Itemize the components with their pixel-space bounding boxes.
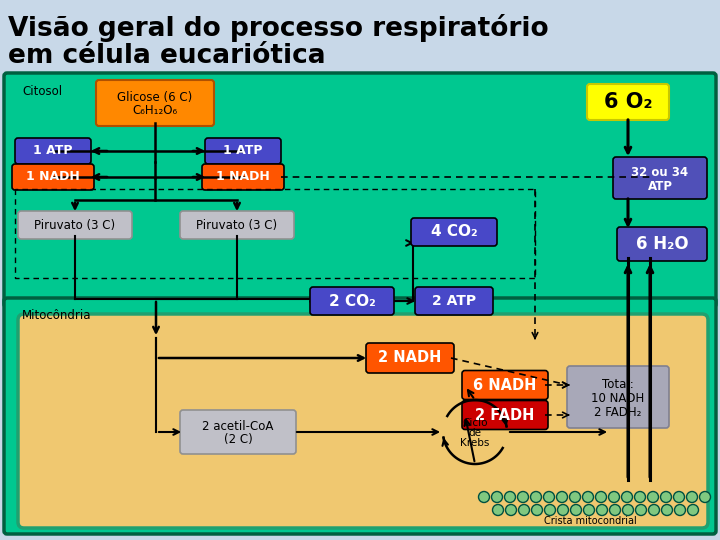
FancyBboxPatch shape: [587, 84, 669, 120]
Text: 1 NADH: 1 NADH: [216, 171, 270, 184]
Text: 2 FADH: 2 FADH: [475, 408, 535, 422]
Text: 2 NADH: 2 NADH: [378, 350, 441, 366]
FancyBboxPatch shape: [96, 80, 214, 126]
Circle shape: [660, 491, 672, 503]
Text: 6 O₂: 6 O₂: [604, 92, 652, 112]
FancyBboxPatch shape: [613, 157, 707, 199]
Circle shape: [518, 491, 528, 503]
Text: Piruvato (3 C): Piruvato (3 C): [35, 219, 116, 232]
Circle shape: [570, 504, 582, 516]
Text: Piruvato (3 C): Piruvato (3 C): [197, 219, 278, 232]
FancyBboxPatch shape: [415, 287, 493, 315]
FancyBboxPatch shape: [180, 410, 296, 454]
FancyBboxPatch shape: [4, 298, 716, 534]
Text: de: de: [469, 428, 482, 438]
Text: Visão geral do processo respiratório: Visão geral do processo respiratório: [8, 14, 549, 42]
Circle shape: [505, 491, 516, 503]
Circle shape: [688, 504, 698, 516]
Circle shape: [492, 504, 503, 516]
Text: 4 CO₂: 4 CO₂: [431, 225, 477, 240]
Circle shape: [686, 491, 698, 503]
Circle shape: [662, 504, 672, 516]
FancyBboxPatch shape: [15, 138, 91, 164]
Circle shape: [492, 491, 503, 503]
FancyBboxPatch shape: [205, 138, 281, 164]
Text: 6 H₂O: 6 H₂O: [636, 235, 688, 253]
Text: 1 ATP: 1 ATP: [223, 145, 263, 158]
Circle shape: [531, 504, 542, 516]
Text: Citosol: Citosol: [22, 85, 62, 98]
Circle shape: [544, 504, 556, 516]
Circle shape: [595, 491, 606, 503]
Circle shape: [479, 491, 490, 503]
FancyBboxPatch shape: [310, 287, 394, 315]
Text: em célula eucariótica: em célula eucariótica: [8, 43, 325, 69]
Circle shape: [634, 491, 646, 503]
Circle shape: [557, 504, 569, 516]
FancyBboxPatch shape: [462, 370, 548, 400]
Circle shape: [610, 504, 621, 516]
FancyBboxPatch shape: [18, 211, 132, 239]
Circle shape: [596, 504, 608, 516]
FancyBboxPatch shape: [617, 227, 707, 261]
FancyBboxPatch shape: [12, 164, 94, 190]
Circle shape: [518, 504, 529, 516]
FancyBboxPatch shape: [202, 164, 284, 190]
Text: 32 ou 34: 32 ou 34: [631, 166, 688, 179]
Circle shape: [623, 504, 634, 516]
Circle shape: [557, 491, 567, 503]
Text: Glicose (6 C): Glicose (6 C): [117, 91, 193, 104]
Circle shape: [531, 491, 541, 503]
Circle shape: [621, 491, 632, 503]
Circle shape: [675, 504, 685, 516]
FancyBboxPatch shape: [180, 211, 294, 239]
Text: 2 ATP: 2 ATP: [432, 294, 476, 308]
FancyBboxPatch shape: [567, 366, 669, 428]
Text: Total:: Total:: [602, 377, 634, 390]
Text: 1 ATP: 1 ATP: [33, 145, 73, 158]
Text: 2 acetil-CoA: 2 acetil-CoA: [202, 421, 274, 434]
FancyBboxPatch shape: [462, 401, 548, 429]
Circle shape: [570, 491, 580, 503]
FancyBboxPatch shape: [366, 343, 454, 373]
Circle shape: [544, 491, 554, 503]
Text: C₆H₁₂O₆: C₆H₁₂O₆: [132, 105, 178, 118]
FancyBboxPatch shape: [18, 314, 708, 528]
Text: Ciclo: Ciclo: [462, 418, 487, 428]
Text: Crista mitocondrial: Crista mitocondrial: [544, 516, 636, 526]
Circle shape: [505, 504, 516, 516]
Text: 2 FADH₂: 2 FADH₂: [594, 406, 642, 419]
Circle shape: [673, 491, 685, 503]
Circle shape: [636, 504, 647, 516]
Circle shape: [649, 504, 660, 516]
Text: Mitocôndria: Mitocôndria: [22, 309, 91, 322]
Circle shape: [582, 491, 593, 503]
Text: Krebs: Krebs: [460, 438, 490, 448]
Text: 6 NADH: 6 NADH: [473, 377, 536, 393]
Text: (2 C): (2 C): [224, 433, 253, 446]
Text: 1 NADH: 1 NADH: [26, 171, 80, 184]
Circle shape: [583, 504, 595, 516]
FancyBboxPatch shape: [411, 218, 497, 246]
Text: 2 CO₂: 2 CO₂: [328, 294, 375, 308]
Circle shape: [700, 491, 711, 503]
Circle shape: [608, 491, 619, 503]
Text: ATP: ATP: [647, 179, 672, 192]
Text: 10 NADH: 10 NADH: [591, 392, 644, 404]
Circle shape: [647, 491, 659, 503]
FancyBboxPatch shape: [4, 73, 716, 307]
